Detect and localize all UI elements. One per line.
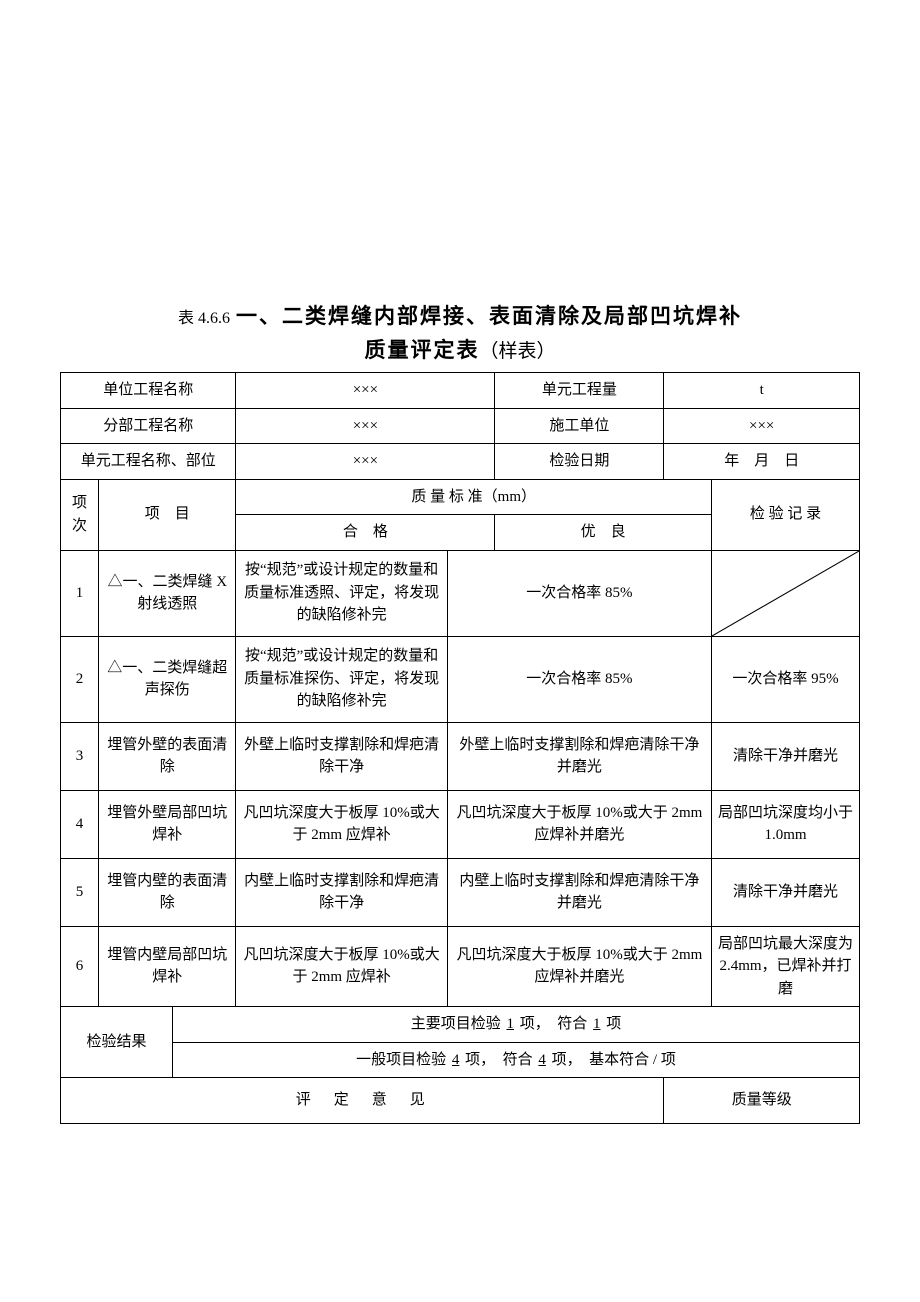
result-major-cell: 主要项目检验 1 项， 符合 1 项 — [173, 1007, 860, 1043]
result-general-basic: / — [653, 1052, 657, 1068]
row-pass: 按“规范”或设计规定的数量和质量标准透照、评定，将发现的缺陷修补完 — [236, 550, 447, 636]
table-row: 5 埋管内壁的表面清除 内壁上临时支撑割除和焊疤清除干净 内壁上临时支撑割除和焊… — [61, 858, 860, 926]
result-general-count: 4 — [450, 1052, 462, 1068]
diagonal-icon — [712, 551, 859, 636]
col-good: 优 良 — [495, 515, 712, 551]
row-good: 一次合格率 85% — [447, 636, 711, 722]
result-major-mid: 项， 符合 — [520, 1016, 588, 1032]
result-general-prefix: 一般项目检验 — [356, 1052, 446, 1068]
subdiv-project-name-value: ××× — [236, 408, 495, 444]
inspect-date-value: 年 月 日 — [664, 444, 860, 480]
unit-element-name-label: 单元工程名称、部位 — [61, 444, 236, 480]
col-quality-std: 质 量 标 准（mm） — [236, 479, 712, 515]
row-record-diag — [711, 550, 859, 636]
row-pass: 凡凹坑深度大于板厚 10%或大于 2mm 应焊补 — [236, 790, 447, 858]
title-prefix: 表 4.6.6 — [178, 310, 230, 327]
row-pass: 按“规范”或设计规定的数量和质量标准探伤、评定，将发现的缺陷修补完 — [236, 636, 447, 722]
footer-row: 评 定 意 见 质量等级 — [61, 1078, 860, 1124]
row-idx: 6 — [61, 926, 99, 1007]
inspect-date-label: 检验日期 — [495, 444, 664, 480]
title-text-1: 一、二类焊缝内部焊接、表面清除及局部凹坑焊补 — [236, 304, 742, 328]
hdr-row-1: 单位工程名称 ××× 单元工程量 t — [61, 373, 860, 409]
title-line2: 质量评定表（样表） — [60, 334, 860, 364]
col-idx: 项次 — [61, 479, 99, 550]
col-pass: 合 格 — [236, 515, 495, 551]
contractor-label: 施工单位 — [495, 408, 664, 444]
unit-project-qty-value: t — [664, 373, 860, 409]
row-idx: 3 — [61, 722, 99, 790]
result-major-count: 1 — [504, 1016, 516, 1032]
row-pass: 凡凹坑深度大于板厚 10%或大于 2mm 应焊补 — [236, 926, 447, 1007]
title-block: 表 4.6.6 一、二类焊缝内部焊接、表面清除及局部凹坑焊补 质量评定表（样表） — [60, 300, 860, 364]
page: 表 4.6.6一、二类焊缝内部焊接、表面清除及局部凹坑焊补 质量评定表（样表） … — [0, 0, 920, 1302]
title-text-2: 质量评定表 — [364, 338, 479, 362]
result-general-suffix: 项 — [661, 1052, 676, 1068]
result-general-mid2: 项， 基本符合 — [552, 1052, 650, 1068]
table-row: 2 △一、二类焊缝超声探伤 按“规范”或设计规定的数量和质量标准探伤、评定，将发… — [61, 636, 860, 722]
row-record: 清除干净并磨光 — [711, 858, 859, 926]
row-item: 埋管内壁局部凹坑焊补 — [99, 926, 236, 1007]
subdiv-project-name-label: 分部工程名称 — [61, 408, 236, 444]
row-pass: 外壁上临时支撑割除和焊疤清除干净 — [236, 722, 447, 790]
result-major-conform: 1 — [591, 1016, 603, 1032]
row-pass: 内壁上临时支撑割除和焊疤清除干净 — [236, 858, 447, 926]
row-good: 一次合格率 85% — [447, 550, 711, 636]
row-item: 埋管外壁的表面清除 — [99, 722, 236, 790]
row-item: △一、二类焊缝 X 射线透照 — [99, 550, 236, 636]
row-idx: 2 — [61, 636, 99, 722]
table-row: 6 埋管内壁局部凹坑焊补 凡凹坑深度大于板厚 10%或大于 2mm 应焊补 凡凹… — [61, 926, 860, 1007]
row-record: 局部凹坑深度均小于 1.0mm — [711, 790, 859, 858]
evaluation-table: 单位工程名称 ××× 单元工程量 t 分部工程名称 ××× 施工单位 ××× 单… — [60, 372, 860, 1124]
unit-project-qty-label: 单元工程量 — [495, 373, 664, 409]
col-record: 检 验 记 录 — [711, 479, 859, 550]
row-good: 凡凹坑深度大于板厚 10%或大于 2mm 应焊补并磨光 — [447, 790, 711, 858]
result-major-suffix: 项 — [606, 1016, 621, 1032]
row-item: △一、二类焊缝超声探伤 — [99, 636, 236, 722]
table-row: 1 △一、二类焊缝 X 射线透照 按“规范”或设计规定的数量和质量标准透照、评定… — [61, 550, 860, 636]
hdr-row-3: 单元工程名称、部位 ××× 检验日期 年 月 日 — [61, 444, 860, 480]
result-general-mid: 项， 符合 — [465, 1052, 533, 1068]
result-row-major: 检验结果 主要项目检验 1 项， 符合 1 项 — [61, 1007, 860, 1043]
contractor-value: ××× — [664, 408, 860, 444]
result-row-general: 一般项目检验 4 项， 符合 4 项， 基本符合 / 项 — [61, 1042, 860, 1078]
hdr-row-2: 分部工程名称 ××× 施工单位 ××× — [61, 408, 860, 444]
opinion-label: 评 定 意 见 — [61, 1078, 664, 1124]
table-row: 4 埋管外壁局部凹坑焊补 凡凹坑深度大于板厚 10%或大于 2mm 应焊补 凡凹… — [61, 790, 860, 858]
unit-element-name-value: ××× — [236, 444, 495, 480]
result-major-prefix: 主要项目检验 — [411, 1016, 501, 1032]
row-record: 清除干净并磨光 — [711, 722, 859, 790]
result-label: 检验结果 — [61, 1007, 173, 1078]
row-good: 凡凹坑深度大于板厚 10%或大于 2mm 应焊补并磨光 — [447, 926, 711, 1007]
row-good: 内壁上临时支撑割除和焊疤清除干净并磨光 — [447, 858, 711, 926]
row-good: 外壁上临时支撑割除和焊疤清除干净并磨光 — [447, 722, 711, 790]
row-item: 埋管内壁的表面清除 — [99, 858, 236, 926]
grade-label: 质量等级 — [664, 1078, 860, 1124]
table-row: 3 埋管外壁的表面清除 外壁上临时支撑割除和焊疤清除干净 外壁上临时支撑割除和焊… — [61, 722, 860, 790]
row-item: 埋管外壁局部凹坑焊补 — [99, 790, 236, 858]
title-line1: 表 4.6.6 一、二类焊缝内部焊接、表面清除及局部凹坑焊补 — [60, 300, 860, 330]
unit-project-name-label: 单位工程名称 — [61, 373, 236, 409]
row-record: 一次合格率 95% — [711, 636, 859, 722]
row-idx: 1 — [61, 550, 99, 636]
row-idx: 4 — [61, 790, 99, 858]
result-general-conform: 4 — [536, 1052, 548, 1068]
col-item: 项 目 — [99, 479, 236, 550]
title-suffix: （样表） — [479, 341, 555, 362]
row-record: 局部凹坑最大深度为 2.4mm，已焊补并打磨 — [711, 926, 859, 1007]
col-hdr-row-1: 项次 项 目 质 量 标 准（mm） 检 验 记 录 — [61, 479, 860, 515]
result-general-cell: 一般项目检验 4 项， 符合 4 项， 基本符合 / 项 — [173, 1042, 860, 1078]
row-idx: 5 — [61, 858, 99, 926]
unit-project-name-value: ××× — [236, 373, 495, 409]
